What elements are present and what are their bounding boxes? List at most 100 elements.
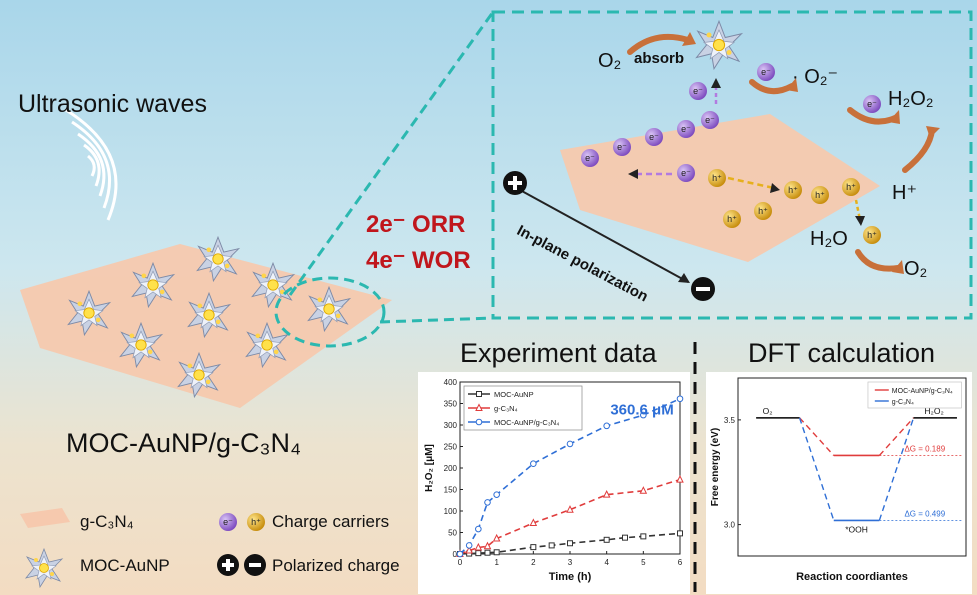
legend-carriers-label: Charge carriers: [272, 512, 390, 531]
state-label: O₂: [763, 406, 773, 416]
y-axis-label: H₂O₂ [μM]: [424, 444, 435, 492]
data-point: [603, 536, 610, 543]
data-point: [677, 530, 683, 537]
legend-box: [867, 381, 962, 409]
electron-symbol: e⁻: [867, 99, 877, 109]
hole-icon: h⁺: [863, 226, 881, 244]
hole-icon: h⁺: [811, 186, 829, 204]
legend-label: MOC-AuNP/g-C₃N₄: [494, 418, 559, 427]
x-tick-label: 1: [494, 558, 499, 567]
legend-negative-icon: [244, 554, 266, 576]
chart-background: [706, 372, 972, 594]
hole-down-arrow: [854, 199, 865, 226]
hole-symbol: h⁺: [727, 214, 737, 224]
x-tick-label: 0: [458, 558, 463, 567]
electron-icon: e⁻: [757, 63, 775, 81]
data-point: [567, 540, 573, 547]
x-tick-label: 5: [641, 558, 646, 567]
data-point: [484, 499, 491, 506]
negative-charge-icon: [691, 277, 715, 301]
hole-icon: h⁺: [754, 202, 772, 220]
dg-annotation: ΔG = 0.189: [904, 444, 945, 453]
data-point: [602, 490, 611, 498]
absorb-arrow: [627, 33, 691, 55]
electron-symbol: e⁻: [585, 153, 595, 163]
y-tick-label: 3.0: [724, 521, 736, 530]
experiment-chart: 0 1 2 3 4 5 6 0 50 100 150 200 250 300 350 400 Time (h) H…: [418, 372, 690, 594]
y-tick-label: 100: [444, 507, 458, 516]
experiment-title: Experiment data: [460, 338, 657, 368]
data-point: [483, 541, 492, 550]
dg-annotation: ΔG = 0.499: [904, 509, 945, 518]
y-axis-label: Free energy (eV): [710, 428, 721, 506]
y-tick-label: 0: [453, 550, 458, 559]
hole-symbol: h⁺: [867, 230, 877, 240]
series-line: [459, 398, 681, 555]
data-point: [603, 422, 610, 430]
o2-out-arrow: [855, 249, 901, 272]
x-tick-label: 3: [568, 558, 573, 567]
y-tick-label: 3.5: [724, 416, 736, 425]
data-point: [492, 533, 501, 542]
electrons: e⁻ e⁻ e⁻ e⁻ e⁻ e⁻ e⁻ e⁻ e⁻: [581, 63, 881, 182]
legend-gcn-swatch: [20, 508, 70, 528]
wor-label: 4e⁻ WOR: [366, 247, 471, 274]
data-point: [456, 550, 464, 558]
legend-hole-icon: h⁺: [247, 513, 265, 531]
data-point: [475, 525, 482, 533]
h2o-label: H₂O: [810, 228, 848, 250]
data-point: [566, 505, 574, 513]
transition-line: [878, 417, 915, 521]
transition-line: [878, 417, 915, 456]
electron-icon: e⁻: [613, 138, 631, 156]
ultrasonic-wave-icon: [65, 108, 118, 221]
data-point: [465, 542, 473, 549]
electron-symbol: e⁻: [649, 132, 659, 142]
data-point: [465, 545, 473, 554]
y-tick-label: 50: [448, 529, 457, 538]
electron-icon: e⁻: [677, 164, 695, 182]
data-point: [548, 542, 555, 549]
data-point: [484, 549, 491, 556]
polarization-arrow: [519, 189, 690, 283]
electron-icon: e⁻: [701, 111, 719, 129]
x-tick-label: 6: [678, 558, 683, 567]
legend-polarized-label: Polarized charge: [272, 556, 400, 575]
y-tick-label: 400: [444, 378, 458, 387]
electron-icon: e⁻: [677, 120, 695, 138]
x-axis-label: Reaction coordiantes: [796, 571, 908, 583]
o2-label: O₂: [598, 50, 622, 72]
hole-symbol: h⁺: [846, 182, 856, 192]
hole-symbol: h⁺: [788, 185, 798, 195]
data-point: [493, 549, 500, 556]
legend-moc-icon: [25, 548, 63, 588]
data-point: [639, 486, 648, 494]
electron-symbol: e⁻: [617, 142, 627, 152]
gcn-sheet-right: [560, 114, 880, 262]
superoxide-label: · O₂⁻: [792, 66, 839, 88]
y-tick-label: 300: [444, 421, 458, 430]
hole-icon: h⁺: [708, 169, 726, 187]
orr-label: 2e⁻ ORR: [366, 211, 466, 238]
max-annotation: 360.6 μM: [610, 401, 673, 418]
transition-line: [799, 417, 835, 456]
ultrasonic-label: Ultrasonic waves: [18, 90, 207, 118]
holes: h⁺ h⁺ h⁺ h⁺ h⁺ h⁺ h⁺: [708, 169, 881, 244]
hole-symbol: h⁺: [815, 190, 825, 200]
data-point: [640, 411, 647, 419]
electron-icon: e⁻: [645, 128, 663, 146]
electron-move-arrow: [628, 169, 672, 179]
electron-symbol: e⁻: [693, 86, 703, 96]
y-tick-label: 250: [444, 443, 458, 452]
legend-marker: [476, 391, 482, 397]
x-tick-label: 4: [604, 558, 609, 567]
legend-marker: [475, 403, 483, 411]
superoxide-arrow: [749, 79, 795, 95]
hole-icon: h⁺: [723, 210, 741, 228]
moc-particle-zoom: [695, 20, 743, 70]
plot-frame: [737, 377, 967, 557]
legend-positive-icon: [217, 554, 239, 576]
data-point: [640, 533, 647, 540]
